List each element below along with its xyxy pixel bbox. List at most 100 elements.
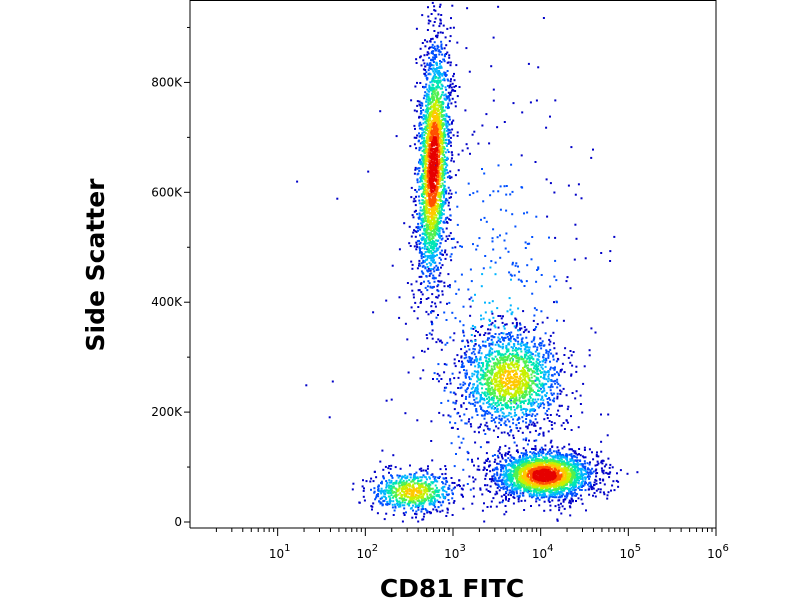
event-dot — [481, 273, 484, 276]
event-dot — [550, 495, 553, 498]
event-dot — [443, 55, 446, 58]
event-dot — [521, 337, 524, 340]
event-dot — [431, 459, 434, 462]
event-dot — [465, 408, 468, 410]
event-dot — [502, 470, 505, 473]
event-dot — [503, 339, 506, 342]
event-dot — [459, 485, 461, 488]
event-dot — [389, 467, 392, 470]
event-dot — [472, 327, 475, 330]
event-dot — [439, 496, 442, 499]
event-dot — [523, 353, 526, 356]
event-dot — [509, 337, 512, 340]
event-dot — [560, 458, 563, 461]
event-dot — [510, 353, 513, 356]
event-dot — [523, 509, 526, 511]
event-dot — [467, 420, 470, 423]
event-dot — [505, 193, 508, 196]
event-dot — [434, 250, 436, 253]
event-dot — [578, 485, 580, 488]
event-dot — [437, 45, 440, 48]
event-dot — [484, 410, 487, 413]
event-dot — [481, 409, 484, 412]
event-dot — [401, 497, 404, 500]
event-dot — [542, 358, 545, 361]
event-dot — [423, 499, 426, 502]
event-dot — [553, 191, 556, 194]
event-dot — [380, 492, 383, 495]
event-dot — [436, 82, 439, 85]
event-dot — [373, 487, 376, 490]
event-dot — [573, 494, 576, 497]
event-dot — [396, 474, 399, 477]
event-dot — [550, 383, 553, 386]
event-dot — [524, 449, 527, 452]
event-dot — [589, 483, 592, 486]
event-dot — [502, 476, 505, 479]
event-dot — [502, 467, 505, 470]
event-dot — [569, 502, 572, 505]
event-dot — [438, 53, 441, 56]
event-dot — [437, 230, 440, 233]
event-dot — [430, 86, 432, 89]
event-dot — [418, 202, 421, 205]
event-dot — [552, 342, 555, 345]
event-dot — [487, 406, 490, 409]
event-dot — [541, 452, 544, 455]
event-dot — [530, 258, 533, 261]
event-dot — [549, 414, 552, 416]
event-dot — [550, 493, 553, 496]
event-dot — [493, 336, 496, 339]
event-dot — [596, 460, 599, 463]
event-dot — [494, 477, 497, 480]
event-dot — [528, 361, 531, 364]
event-dot — [427, 99, 430, 102]
event-dot — [446, 129, 448, 132]
event-dot — [539, 427, 542, 430]
event-dot — [433, 80, 436, 83]
event-dot — [525, 415, 528, 417]
event-dot — [480, 394, 482, 396]
event-dot — [504, 479, 507, 482]
event-dot — [433, 226, 436, 229]
event-dot — [480, 406, 483, 409]
event-dot — [584, 462, 586, 465]
event-dot — [428, 88, 431, 91]
event-dot — [426, 51, 429, 54]
event-dot — [429, 81, 432, 84]
event-dot — [440, 258, 442, 261]
event-dot — [418, 158, 421, 161]
event-dot — [496, 364, 499, 367]
event-dot — [390, 481, 393, 484]
event-dot — [447, 135, 450, 138]
event-dot — [490, 391, 493, 394]
event-dot — [454, 174, 457, 177]
event-dot — [450, 159, 453, 162]
event-dot — [560, 404, 563, 407]
event-dot — [477, 457, 479, 460]
event-dot — [580, 472, 583, 475]
event-dot — [446, 164, 449, 167]
event-dot — [496, 401, 499, 404]
event-dot — [518, 322, 521, 325]
event-dot — [527, 346, 530, 349]
event-dot — [549, 386, 552, 389]
event-dot — [588, 493, 591, 496]
event-dot — [423, 350, 426, 353]
event-dot — [493, 461, 496, 463]
event-dot — [486, 362, 489, 365]
event-dot — [573, 478, 576, 480]
event-dot — [382, 475, 385, 478]
event-dot — [496, 408, 499, 410]
event-dot — [430, 311, 432, 313]
event-dot — [458, 371, 461, 374]
event-dot — [422, 259, 425, 262]
event-dot — [574, 223, 577, 226]
event-dot — [423, 137, 425, 140]
event-dot — [416, 499, 419, 502]
event-dot — [526, 443, 529, 446]
event-dot — [458, 484, 460, 486]
event-dot — [398, 500, 401, 503]
event-dot — [513, 345, 516, 348]
